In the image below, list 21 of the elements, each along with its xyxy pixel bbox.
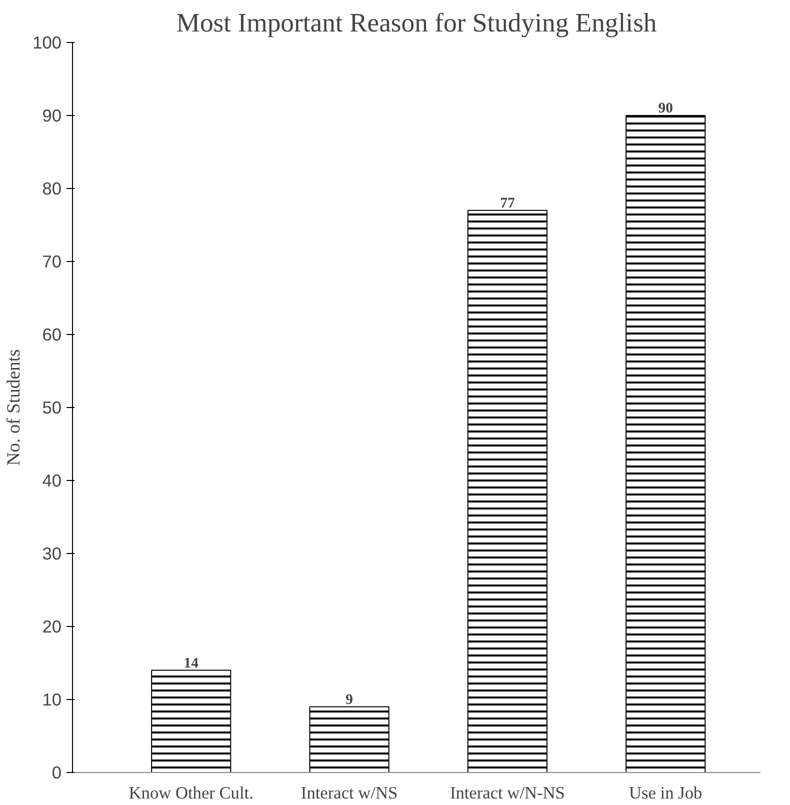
y-tick-label: 70 xyxy=(42,252,62,272)
y-axis-title: No. of Students xyxy=(4,349,25,466)
y-tick-label: 0 xyxy=(52,762,62,782)
y-tick-label: 60 xyxy=(42,324,62,344)
data-label: 90 xyxy=(658,100,673,116)
x-tick-label: Interact w/NS xyxy=(300,784,398,802)
data-label: 14 xyxy=(184,655,200,672)
y-tick-label: 100 xyxy=(32,32,62,52)
y-tick-label: 90 xyxy=(42,106,62,126)
x-tick-label: Know Other Cult. xyxy=(128,784,254,802)
data-label: 9 xyxy=(346,692,353,708)
y-tick-label: 40 xyxy=(42,470,62,490)
y-tick-label: 50 xyxy=(42,398,62,418)
y-tick-label: 20 xyxy=(42,616,62,636)
x-tick-label: Interact w/N-NS xyxy=(450,784,565,802)
x-tick-label: Use in Job xyxy=(629,784,702,802)
data-label: 77 xyxy=(500,195,515,212)
y-tick-label: 80 xyxy=(42,178,62,198)
y-tick-label: 30 xyxy=(42,544,62,564)
chart-title: Most Important Reason for Studying English xyxy=(176,8,657,38)
y-tick-label: 10 xyxy=(42,690,62,710)
